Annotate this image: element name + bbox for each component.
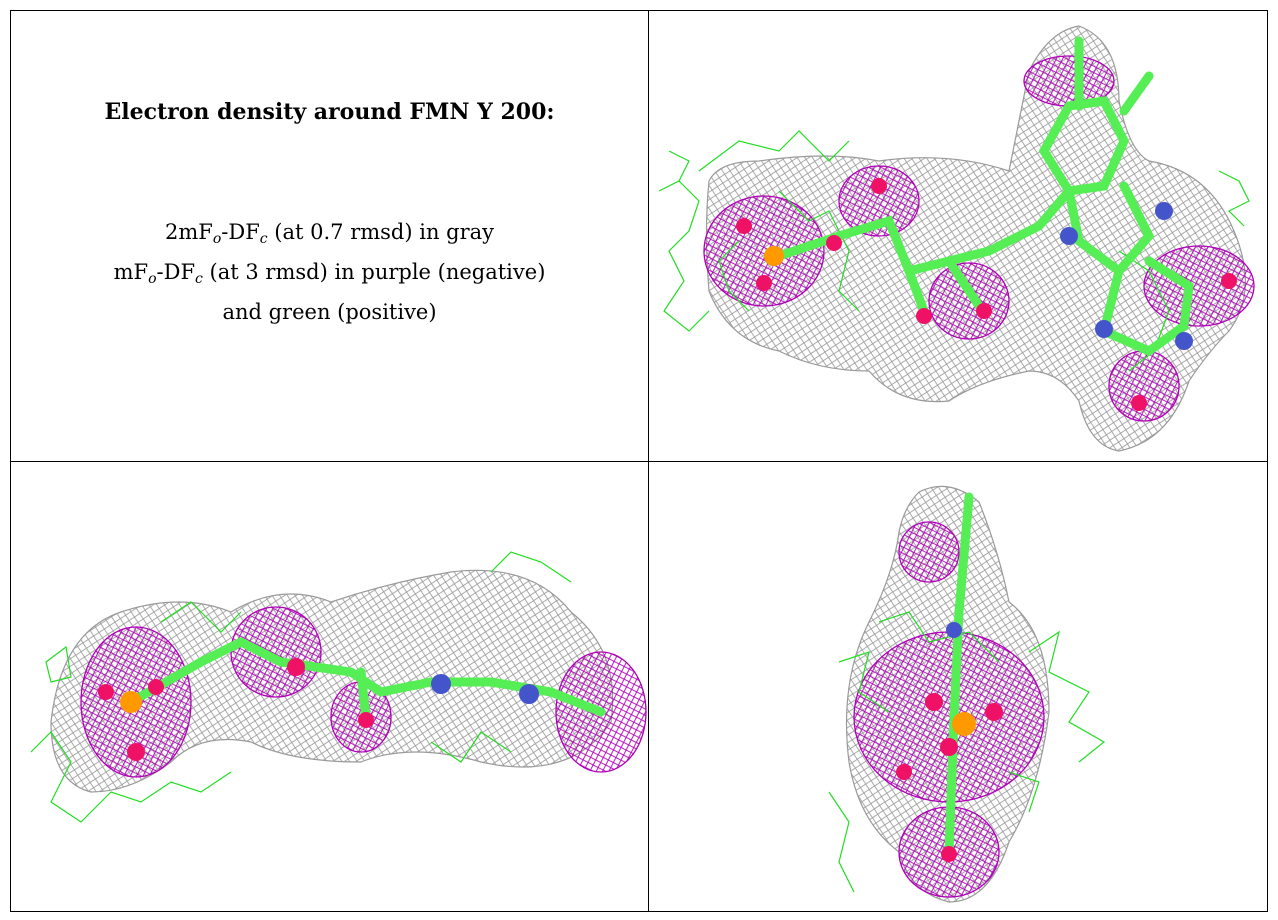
oxygen-atom bbox=[925, 693, 943, 711]
table-border-right bbox=[1267, 10, 1268, 912]
density-image-bottom-left bbox=[30, 551, 647, 823]
table-column-divider bbox=[648, 10, 649, 912]
green-mesh bbox=[658, 130, 1250, 372]
oxygen-atom bbox=[896, 764, 912, 780]
oxygen-atom bbox=[940, 738, 958, 756]
oxygen-atom bbox=[756, 275, 772, 291]
phosphorus-atom bbox=[952, 712, 976, 736]
oxygen-atom bbox=[871, 178, 887, 194]
oxygen-atom bbox=[916, 308, 932, 324]
green-mesh bbox=[30, 551, 572, 823]
oxygen-atom bbox=[826, 235, 842, 251]
phosphorus-atom bbox=[120, 691, 142, 713]
density-panel-bottom-left bbox=[11, 462, 648, 911]
oxygen-atom bbox=[127, 743, 145, 761]
gray-mesh bbox=[705, 25, 1246, 452]
density-panel-top-right bbox=[649, 11, 1267, 461]
caption-line-positive: and green (positive) bbox=[222, 300, 437, 324]
nitrogen-atom bbox=[1155, 202, 1173, 220]
nitrogen-atom bbox=[1095, 320, 1113, 338]
caption-cell: Electron density around FMN Y 200: 2mFo-… bbox=[11, 11, 648, 461]
caption-title: Electron density around FMN Y 200: bbox=[104, 99, 555, 125]
oxygen-atom bbox=[736, 218, 752, 234]
figure-table: Electron density around FMN Y 200: 2mFo-… bbox=[10, 10, 1268, 912]
purple-blob bbox=[703, 195, 825, 307]
nitrogen-atom bbox=[1175, 332, 1193, 350]
green-mesh bbox=[828, 611, 1106, 893]
purple-blob bbox=[1108, 350, 1180, 422]
purple-blob bbox=[1143, 245, 1255, 327]
oxygen-atom bbox=[1221, 273, 1237, 289]
nitrogen-atom bbox=[431, 674, 451, 694]
table-border-left bbox=[10, 10, 11, 912]
purple-blob bbox=[898, 521, 960, 583]
oxygen-atom bbox=[941, 846, 957, 862]
fmn-stick-model bbox=[126, 636, 606, 722]
purple-blob bbox=[928, 262, 1010, 340]
phosphorus-atom bbox=[764, 246, 784, 266]
caption-line-2fofc: 2mFo-DFc (at 0.7 rmsd) in gray bbox=[164, 220, 495, 247]
nitrogen-atom bbox=[519, 684, 539, 704]
oxygen-atom bbox=[976, 303, 992, 319]
purple-blob bbox=[230, 606, 322, 698]
oxygen-atom bbox=[358, 712, 374, 728]
oxygen-atom bbox=[287, 658, 305, 676]
caption-line-fofc: mFo-DFc (at 3 rmsd) in purple (negative) bbox=[113, 260, 546, 287]
caption-text: 2mFo-DFc (at 0.7 rmsd) in gray mFo-DFc (… bbox=[11, 216, 648, 329]
oxygen-atom bbox=[98, 684, 114, 700]
oxygen-atom bbox=[985, 703, 1003, 721]
oxygen-atom bbox=[1131, 395, 1147, 411]
nitrogen-atom bbox=[946, 622, 962, 638]
table-border-top bbox=[10, 10, 1268, 11]
density-image-top-right bbox=[658, 25, 1255, 452]
density-image-bottom-right bbox=[828, 485, 1106, 903]
table-row-divider bbox=[10, 461, 1268, 462]
purple-blob bbox=[838, 165, 920, 237]
nitrogen-atom bbox=[1060, 227, 1078, 245]
table-border-bottom bbox=[10, 911, 1268, 912]
density-panel-bottom-right bbox=[649, 462, 1267, 911]
oxygen-atom bbox=[148, 679, 164, 695]
